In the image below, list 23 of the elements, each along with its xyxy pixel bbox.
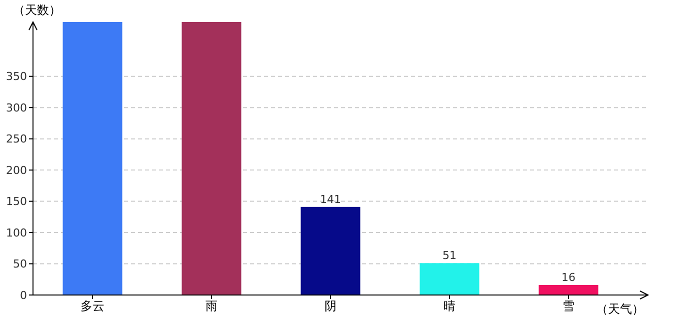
y-tick-label: 50 (13, 258, 27, 271)
y-tick-label: 150 (6, 195, 27, 208)
y-axis-title: （天数） (13, 3, 61, 17)
x-tick-label: 阴 (324, 299, 336, 313)
y-tick-label: 350 (6, 70, 27, 84)
data-label: 16 (562, 271, 576, 284)
x-axis-title: （天气） (596, 302, 644, 316)
x-tick-label: 多云 (80, 299, 104, 313)
y-tick-label: 250 (6, 132, 27, 146)
y-tick-label: 100 (6, 226, 27, 240)
bar (182, 22, 242, 295)
bar (300, 206, 360, 295)
x-tick-label: 晴 (444, 299, 456, 313)
data-label: 51 (442, 249, 456, 262)
y-tick-label: 200 (6, 164, 27, 177)
bar (62, 22, 122, 295)
bar (420, 263, 480, 295)
y-tick-label: 0 (20, 288, 27, 302)
bar (538, 285, 598, 295)
x-tick-label: 雪 (562, 299, 574, 313)
x-tick-label: 雨 (206, 299, 218, 313)
y-tick-label: 300 (6, 101, 27, 114)
data-label: 141 (320, 192, 341, 206)
